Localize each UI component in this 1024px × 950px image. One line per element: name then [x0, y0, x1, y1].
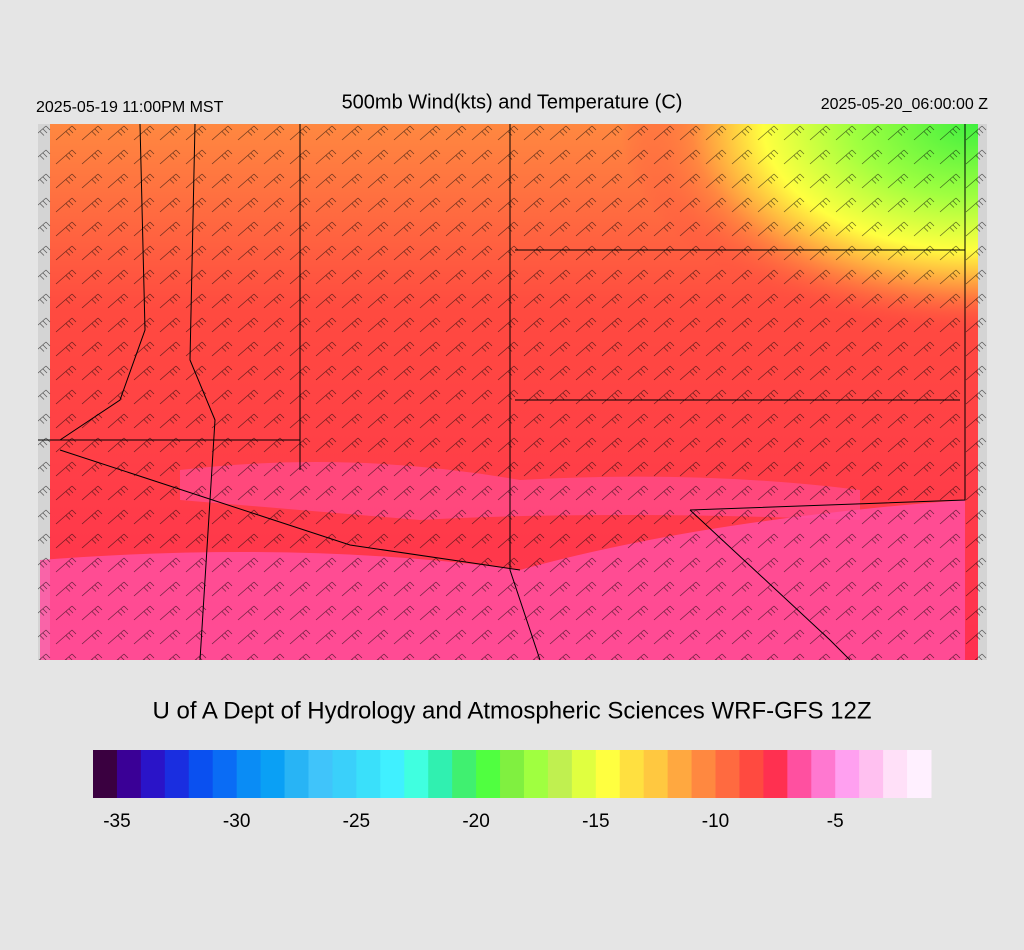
- credit: U of A Dept of Hydrology and Atmospheric…: [153, 697, 872, 724]
- colorbar-box: [404, 750, 429, 798]
- colorbar-tick-label: -25: [343, 811, 370, 832]
- colorbar-box: [739, 750, 764, 798]
- colorbar-box: [476, 750, 501, 798]
- colorbar-box: [116, 750, 142, 798]
- colorbar-box: [284, 750, 309, 798]
- chart-title: 500mb Wind(kts) and Temperature (C): [342, 91, 683, 113]
- colorbar-box: [619, 750, 645, 798]
- colorbar-box: [260, 750, 286, 798]
- colorbar-box: [188, 750, 214, 798]
- colorbar-box: [428, 750, 453, 798]
- colorbar-box: [787, 750, 812, 798]
- colorbar-box: [643, 750, 669, 798]
- boundaries: [38, 123, 966, 661]
- valid-utc-time: 2025-05-20_06:00:00 Z: [821, 96, 988, 113]
- colorbar-box: [212, 750, 238, 798]
- map: [38, 123, 987, 661]
- colorbar-box: [332, 750, 357, 798]
- colorbar-box: [811, 750, 836, 798]
- colorbar-tick-label: -35: [103, 811, 130, 832]
- colorbar-box: [715, 750, 740, 798]
- colorbar-box: [763, 750, 788, 798]
- wind-barbs: [38, 124, 987, 660]
- colorbar-box: [308, 750, 333, 798]
- colorbar-tick-label: -10: [702, 811, 729, 832]
- colorbar-box: [500, 750, 525, 798]
- colorbar-box: [356, 750, 381, 798]
- colorbar-box: [164, 750, 190, 798]
- colorbar-box: [93, 750, 118, 798]
- colorbar-tick-label: -15: [582, 811, 609, 832]
- colorbar-box: [859, 750, 884, 798]
- colorbar-tick-label: -5: [827, 811, 844, 832]
- colorbar-tick-label: -20: [462, 811, 489, 832]
- colorbar-box: [571, 750, 597, 798]
- colorbar-box: [547, 750, 573, 798]
- colorbar-box: [380, 750, 405, 798]
- colorbar-box: [523, 750, 549, 798]
- colorbar-box: [452, 750, 477, 798]
- colorbar-box: [140, 750, 166, 798]
- colorbar-box: [835, 750, 860, 798]
- colorbar: -35 -30 -25 -20 -15 -10 -5: [93, 750, 932, 832]
- colorbar-box: [595, 750, 621, 798]
- colorbar-box: [907, 750, 932, 798]
- colorbar-box: [667, 750, 693, 798]
- colorbar-box: [236, 750, 262, 798]
- colorbar-tick-label: -30: [223, 811, 250, 832]
- valid-local-time: 2025-05-19 11:00PM MST: [36, 99, 224, 116]
- colorbar-box: [883, 750, 908, 798]
- colorbar-box: [691, 750, 717, 798]
